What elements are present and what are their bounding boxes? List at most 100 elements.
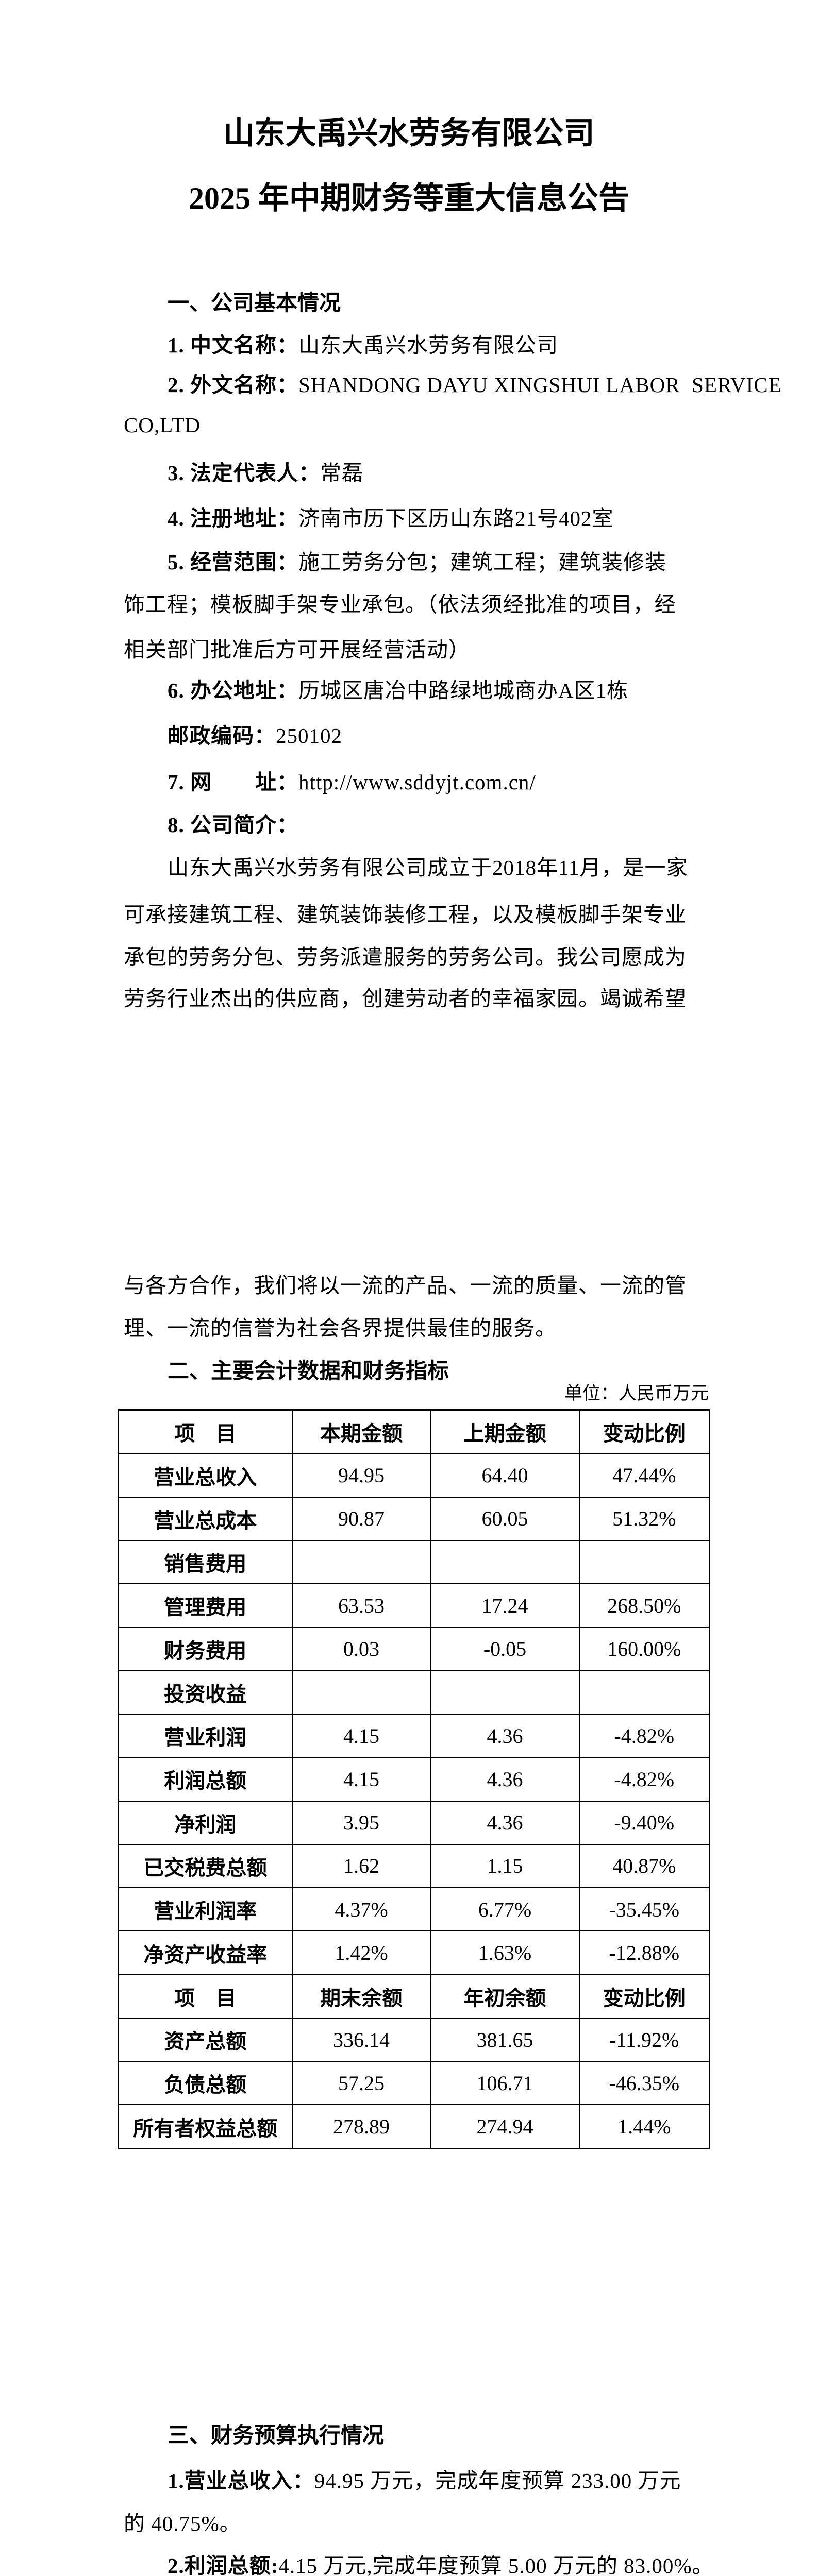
field-value: 历城区唐冶中路绿地城商办A区1栋	[298, 679, 629, 702]
field-label: 6. 办公地址：	[168, 679, 298, 702]
section2-heading: 二、主要会计数据和财务指标	[168, 1360, 449, 1383]
table-unit-note: 单位：人民币万元	[564, 1383, 709, 1403]
value-cell: 47.44%	[578, 1453, 710, 1498]
table-row: 营业总成本 90.87 60.05 51.32%	[118, 1496, 710, 1541]
profile-paragraph-line: 理、一流的信誉为社会各界提供最佳的服务。	[124, 1315, 557, 1341]
table-row: 净资产收益率 1.42% 1.63% -12.88%	[118, 1930, 710, 1975]
text-line-en-name: 2. 外文名称：SHANDONG DAYU XINGSHUI LABOR SER…	[168, 372, 782, 398]
financial-indicators-table: 项 目 本期金额 上期金额 变动比例 营业总收入 94.95 64.40 47.…	[118, 1409, 710, 2149]
paragraph-text: 可承接建筑工程、建筑装饰装修工程，以及模板脚手架专业	[124, 903, 687, 926]
profile-paragraph-line: 承包的劳务分包、劳务派遣服务的劳务公司。我公司愿成为	[124, 944, 687, 970]
value-cell: 63.53	[291, 1583, 431, 1628]
profile-paragraph-line: 劳务行业杰出的供应商，创建劳动者的幸福家园。竭诚希望	[124, 986, 687, 1011]
text-line-business-scope-cont: 饰工程；模板脚手架专业承包。（依法须经批准的项目，经	[124, 591, 676, 617]
table-row: 已交税费总额 1.62 1.15 40.87%	[118, 1843, 710, 1889]
text-line-reg-address: 4. 注册地址：济南市历下区历山东路21号402室	[168, 505, 614, 531]
value-cell: -0.05	[430, 1626, 580, 1671]
text-line-business-scope: 5. 经营范围：施工劳务分包；建筑工程；建筑装修装	[168, 549, 666, 575]
table-header-cell: 变动比例	[578, 1409, 710, 1454]
paragraph-text: 与各方合作，我们将以一流的产品、一流的质量、一流的管	[124, 1274, 687, 1297]
field-label: 邮政编码：	[168, 724, 276, 748]
table-row: 利润总额 4.15 4.36 -4.82%	[118, 1757, 710, 1802]
text-line-legal-rep: 3. 法定代表人：常磊	[168, 460, 363, 486]
row-label-cell: 营业利润	[118, 1714, 293, 1758]
value-cell: 336.14	[291, 2017, 431, 2062]
value-cell: 60.05	[430, 1496, 580, 1541]
value-cell: 1.62	[291, 1843, 431, 1889]
field-value: 4.15 万元,完成年度预算 5.00 万元的 83.00%。	[278, 2554, 714, 2576]
table-row: 净利润 3.95 4.36 -9.40%	[118, 1800, 710, 1845]
table-header-row: 项 目 期末余额 年初余额 变动比例	[118, 1974, 710, 2019]
paragraph-text: 理、一流的信誉为社会各界提供最佳的服务。	[124, 1316, 557, 1340]
field-label: 2. 外文名称：	[168, 373, 298, 397]
value-cell: 278.89	[291, 2104, 431, 2149]
table-row: 投资收益	[118, 1670, 710, 1715]
value-cell: 160.00%	[578, 1626, 710, 1671]
table-row: 负债总额 57.25 106.71 -46.35%	[118, 2061, 710, 2106]
value-cell: 381.65	[430, 2017, 580, 2062]
table-header-cell: 本期金额	[291, 1409, 431, 1454]
value-cell: 268.50%	[578, 1583, 710, 1628]
page-title-line2: 2025 年中期财务等重大信息公告	[189, 181, 629, 215]
text-line-office-address: 6. 办公地址：历城区唐冶中路绿地城商办A区1栋	[168, 677, 628, 703]
field-value: http://www.sddyjt.com.cn/	[298, 770, 536, 794]
value-cell: 1.63%	[430, 1930, 580, 1975]
field-value: 相关部门批准后方可开展经营活动）	[124, 638, 470, 662]
value-cell: 4.15	[291, 1714, 431, 1758]
text-line-en-name-cont: CO,LTD	[124, 412, 201, 438]
table-row: 销售费用	[118, 1539, 710, 1585]
value-cell: 1.44%	[578, 2104, 710, 2149]
field-label: 5. 经营范围：	[168, 550, 298, 574]
field-label: 3. 法定代表人：	[168, 461, 320, 485]
budget-revenue-line-cont: 的 40.75%。	[124, 2511, 241, 2536]
profile-paragraph-line: 可承接建筑工程、建筑装饰装修工程，以及模板脚手架专业	[124, 902, 687, 927]
value-cell: -4.82%	[578, 1757, 710, 1802]
section1-heading: 一、公司基本情况	[168, 292, 341, 315]
row-label-cell: 负债总额	[118, 2061, 293, 2106]
value-cell: -35.45%	[578, 1887, 710, 1932]
table-row: 所有者权益总额 278.89 274.94 1.44%	[118, 2104, 710, 2149]
value-cell: 1.42%	[291, 1930, 431, 1975]
table-header-cell: 项 目	[118, 1409, 293, 1454]
profile-paragraph-line: 山东大禹兴水劳务有限公司成立于2018年11月，是一家	[168, 855, 688, 880]
row-label-cell: 利润总额	[118, 1757, 293, 1802]
page-title-line1: 山东大禹兴水劳务有限公司	[223, 116, 595, 150]
value-cell: 6.77%	[430, 1887, 580, 1932]
value-cell: -4.82%	[578, 1714, 710, 1758]
field-value: 94.95 万元，完成年度预算 233.00 万元	[314, 2469, 681, 2493]
table-header-cell: 年初余额	[430, 1974, 580, 2019]
row-label-cell: 净利润	[118, 1800, 293, 1845]
value-cell: 57.25	[291, 2061, 431, 2106]
row-label-cell: 营业利润率	[118, 1887, 293, 1932]
row-label-cell: 管理费用	[118, 1583, 293, 1628]
field-value: 常磊	[320, 461, 363, 485]
row-label-cell: 已交税费总额	[118, 1843, 293, 1889]
paragraph-text: 山东大禹兴水劳务有限公司成立于2018年11月，是一家	[168, 856, 688, 879]
value-cell: 40.87%	[578, 1843, 710, 1889]
table-row: 营业利润率 4.37% 6.77% -35.45%	[118, 1887, 710, 1932]
value-cell: 94.95	[291, 1453, 431, 1498]
value-cell: -11.92%	[578, 2017, 710, 2062]
table-header-cell: 期末余额	[291, 1974, 431, 2019]
row-label-cell: 资产总额	[118, 2017, 293, 2062]
field-label: 8. 公司简介：	[168, 813, 298, 837]
field-value: 济南市历下区历山东路21号402室	[298, 506, 614, 530]
row-label-cell: 所有者权益总额	[118, 2104, 293, 2149]
value-cell: 4.36	[430, 1800, 580, 1845]
section3-heading: 三、财务预算执行情况	[168, 2424, 385, 2448]
value-cell	[291, 1670, 431, 1715]
value-cell: 51.32%	[578, 1496, 710, 1541]
text-line-website: 7. 网 址：http://www.sddyjt.com.cn/	[168, 769, 536, 795]
field-value: 山东大禹兴水劳务有限公司	[298, 333, 558, 357]
table-row: 资产总额 336.14 381.65 -11.92%	[118, 2017, 710, 2062]
value-cell: 17.24	[430, 1583, 580, 1628]
row-label-cell: 销售费用	[118, 1539, 293, 1585]
field-value: 250102	[276, 724, 342, 748]
table-row: 财务费用 0.03 -0.05 160.00%	[118, 1626, 710, 1671]
field-value: CO,LTD	[124, 413, 201, 437]
table-header-cell: 项 目	[118, 1974, 293, 2019]
field-label: 2.利润总额:	[168, 2554, 279, 2576]
value-cell: 274.94	[430, 2104, 580, 2149]
row-label-cell: 投资收益	[118, 1670, 293, 1715]
value-cell	[578, 1670, 710, 1715]
